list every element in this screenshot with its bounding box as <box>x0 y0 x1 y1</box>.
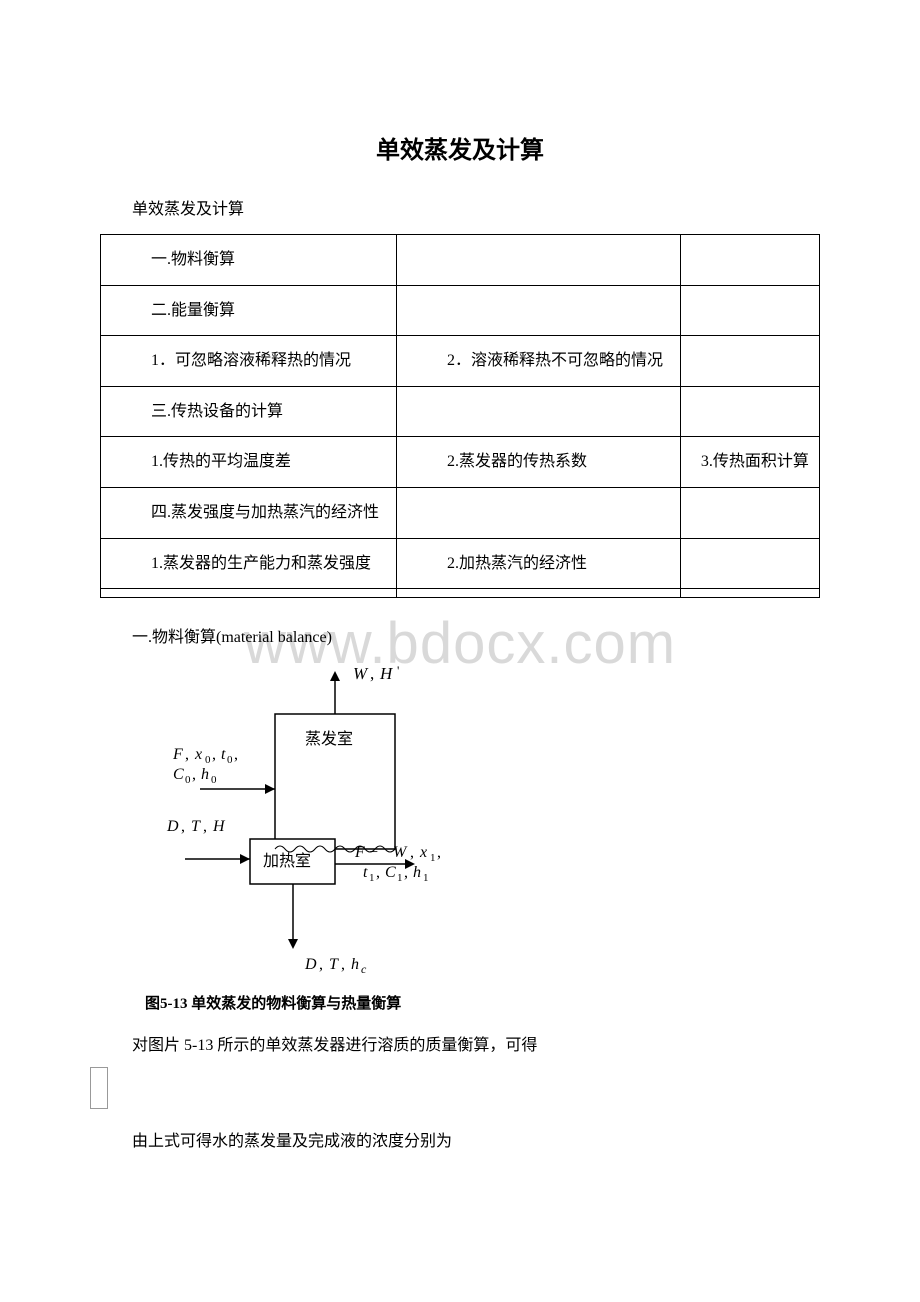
table-row: 1．可忽略溶液稀释热的情况2．溶液稀释热不可忽略的情况 <box>101 336 820 387</box>
svg-text:T: T <box>191 818 201 835</box>
table-cell: 2.加热蒸汽的经济性 <box>397 538 681 589</box>
svg-text:x: x <box>194 746 202 763</box>
table-cell: 一.物料衡算 <box>101 235 397 286</box>
table-cell: 三.传热设备的计算 <box>101 386 397 437</box>
diagram-caption: 图5-13 单效蒸发的物料衡算与热量衡算 <box>145 992 820 1013</box>
table-cell <box>397 285 681 336</box>
table-cell <box>680 285 819 336</box>
equation-placeholder <box>90 1067 108 1109</box>
svg-text:,: , <box>203 818 207 835</box>
svg-text:,: , <box>319 956 323 973</box>
svg-text:1: 1 <box>423 872 429 884</box>
table-cell <box>680 589 819 598</box>
svg-text:F: F <box>172 746 183 763</box>
svg-text:,: , <box>212 746 216 763</box>
svg-text:0: 0 <box>205 754 211 766</box>
table-cell <box>680 386 819 437</box>
svg-text:蒸发室: 蒸发室 <box>305 730 353 748</box>
svg-text:D: D <box>304 956 317 973</box>
svg-text:,: , <box>410 844 414 861</box>
svg-text:t: t <box>363 864 368 881</box>
page-title: 单效蒸发及计算 <box>100 130 820 165</box>
table-cell: 二.能量衡算 <box>101 285 397 336</box>
table-cell <box>397 487 681 538</box>
svg-text:,: , <box>370 664 374 683</box>
svg-text:C: C <box>173 766 184 783</box>
table-row: 1.传热的平均温度差2.蒸发器的传热系数3.传热面积计算 <box>101 437 820 488</box>
svg-text:F: F <box>354 844 365 861</box>
svg-text:h: h <box>351 956 359 973</box>
table-cell <box>397 386 681 437</box>
table-cell <box>680 538 819 589</box>
table-cell <box>680 235 819 286</box>
table-cell: 四.蒸发强度与加热蒸汽的经济性 <box>101 487 397 538</box>
svg-text:x: x <box>419 844 427 861</box>
svg-text:,: , <box>192 766 196 783</box>
body-text-2: 由上式可得水的蒸发量及完成液的浓度分别为 <box>100 1127 820 1151</box>
svg-text:H: H <box>212 818 226 835</box>
svg-text:1: 1 <box>369 872 375 884</box>
svg-text:,: , <box>185 746 189 763</box>
table-row: 1.蒸发器的生产能力和蒸发强度2.加热蒸汽的经济性 <box>101 538 820 589</box>
svg-text:1: 1 <box>430 852 436 864</box>
svg-text:,: , <box>341 956 345 973</box>
table-cell: 1.传热的平均温度差 <box>101 437 397 488</box>
table-cell <box>397 589 681 598</box>
svg-text:c: c <box>361 962 367 976</box>
svg-text:t: t <box>221 746 226 763</box>
svg-text:0: 0 <box>185 774 191 786</box>
svg-text:h: h <box>413 864 421 881</box>
body-text-1: 对图片 5-13 所示的单效蒸发器进行溶质的质量衡算，可得 <box>100 1031 820 1055</box>
table-cell: 3.传热面积计算 <box>680 437 819 488</box>
table-row: 一.物料衡算 <box>101 235 820 286</box>
svg-text:,: , <box>181 818 185 835</box>
table-row: 二.能量衡算 <box>101 285 820 336</box>
svg-text:,: , <box>437 844 441 861</box>
table-cell <box>680 487 819 538</box>
svg-text:,: , <box>404 864 408 881</box>
table-cell <box>397 235 681 286</box>
table-cell: 1.蒸发器的生产能力和蒸发强度 <box>101 538 397 589</box>
table-cell: 1．可忽略溶液稀释热的情况 <box>101 336 397 387</box>
table-row: 三.传热设备的计算 <box>101 386 820 437</box>
svg-text:,: , <box>376 864 380 881</box>
svg-text:H: H <box>379 664 394 683</box>
table-cell <box>101 589 397 598</box>
table-row: 四.蒸发强度与加热蒸汽的经济性 <box>101 487 820 538</box>
subtitle-text: 单效蒸发及计算 <box>100 195 820 219</box>
svg-text:': ' <box>397 663 399 678</box>
svg-text:1: 1 <box>397 872 403 884</box>
table-row <box>101 589 820 598</box>
table-cell: 2.蒸发器的传热系数 <box>397 437 681 488</box>
diagram-figure: W , H ' 蒸发室 加热室 F , x 0 , t 0 , C 0 , h … <box>145 659 475 984</box>
svg-text:W: W <box>353 664 369 683</box>
table-cell: 2．溶液稀释热不可忽略的情况 <box>397 336 681 387</box>
svg-text:T: T <box>329 956 339 973</box>
outline-table: 一.物料衡算二.能量衡算1．可忽略溶液稀释热的情况2．溶液稀释热不可忽略的情况三… <box>100 234 820 598</box>
section-1-heading: 一.物料衡算(material balance) <box>100 623 820 647</box>
svg-text:W: W <box>393 844 408 861</box>
svg-text:0: 0 <box>227 754 233 766</box>
svg-text:0: 0 <box>211 774 217 786</box>
svg-text:加热室: 加热室 <box>263 852 311 870</box>
svg-text:h: h <box>201 766 209 783</box>
table-cell <box>680 336 819 387</box>
svg-text:−: − <box>369 844 378 861</box>
svg-text:D: D <box>166 818 179 835</box>
svg-text:C: C <box>385 864 396 881</box>
svg-text:,: , <box>234 746 238 763</box>
